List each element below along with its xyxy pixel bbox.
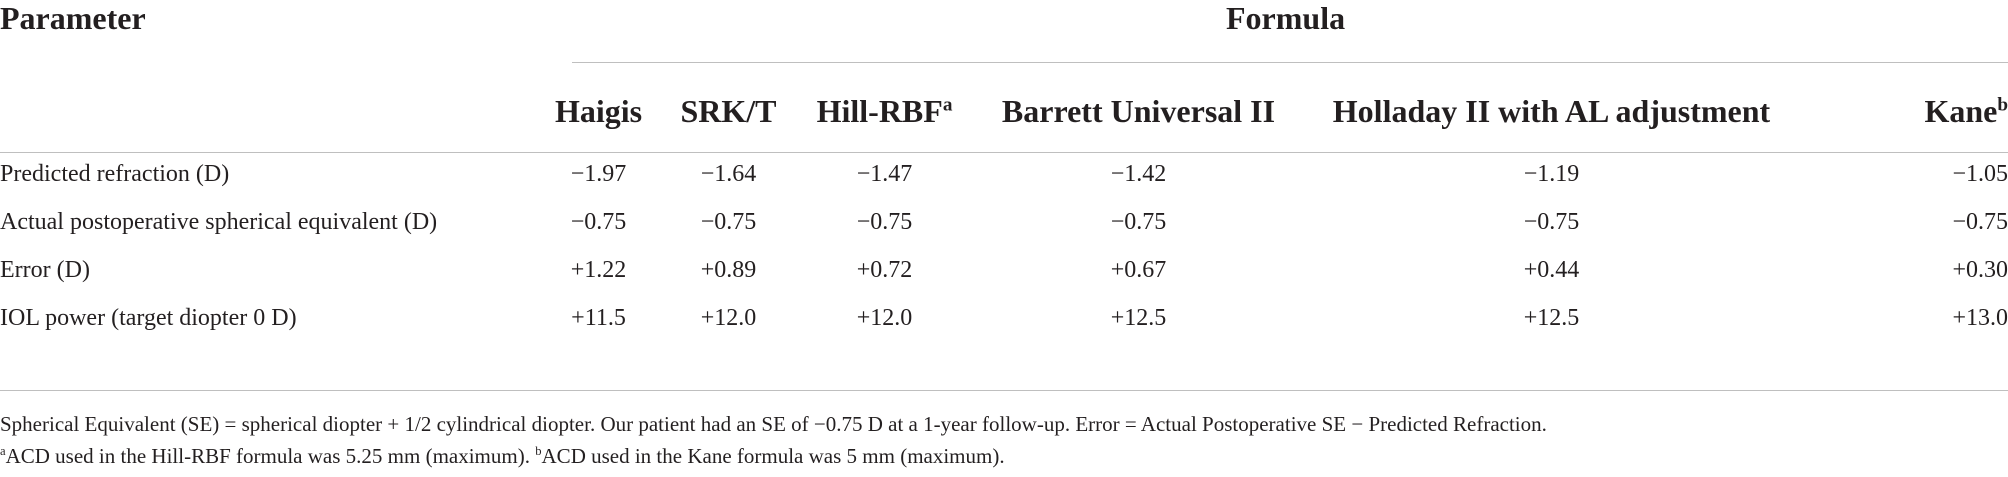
row-label: IOL power (target diopter 0 D) xyxy=(0,304,297,331)
footnote-a-marker: a xyxy=(0,444,6,458)
column-header-holladay-ii: Holladay II with AL adjustment xyxy=(1332,92,1771,129)
table-cell: +0.72 xyxy=(856,256,913,283)
table-cell: −0.75 xyxy=(570,208,627,235)
row-label: Actual postoperative spherical equivalen… xyxy=(0,208,438,235)
column-header-haigis: Haigis xyxy=(554,92,643,129)
table-row: Predicted refraction (D) −1.97 −1.64 −1.… xyxy=(0,150,2008,198)
table-cell: +0.44 xyxy=(1523,256,1580,283)
formula-comparison-table: Haigis SRK/T Hill-RBFa Barrett Universal… xyxy=(0,72,2008,342)
table-cell: +11.5 xyxy=(571,304,626,331)
table-cell: −0.75 xyxy=(1110,208,1167,235)
row-label: Predicted refraction (D) xyxy=(0,160,230,187)
footnote-main: Spherical Equivalent (SE) = spherical di… xyxy=(0,412,1547,436)
formula-header-rule xyxy=(572,62,2008,63)
table-cell: +13.0 xyxy=(1952,304,2008,331)
table-cell: +12.0 xyxy=(856,304,913,331)
column-header-row: Haigis SRK/T Hill-RBFa Barrett Universal… xyxy=(0,72,2008,150)
table-cell: −1.19 xyxy=(1523,160,1580,187)
table-bottom-rule xyxy=(0,390,2008,391)
footnote-a-text: ACD used in the Hill-RBF formula was 5.2… xyxy=(5,444,530,468)
table-row: Error (D) +1.22 +0.89 +0.72 +0.67 +0.44 … xyxy=(0,246,2008,294)
footnote-markers: aACD used in the Hill-RBF formula was 5.… xyxy=(0,440,2008,472)
row-label: Error (D) xyxy=(0,256,90,283)
table-footnotes: Spherical Equivalent (SE) = spherical di… xyxy=(0,408,2008,472)
table-cell: −1.47 xyxy=(856,160,913,187)
table-cell: −1.05 xyxy=(1952,160,2008,187)
header-bottom-rule xyxy=(0,152,2008,153)
column-header-barrett-universal-ii: Barrett Universal II xyxy=(1001,92,1276,129)
formula-header: Formula xyxy=(1226,0,1346,36)
table-cell: −0.75 xyxy=(856,208,913,235)
column-header-srkt: SRK/T xyxy=(680,92,777,129)
table-cell: +12.0 xyxy=(700,304,757,331)
table-cell: +12.5 xyxy=(1110,304,1167,331)
column-header-kane: Kaneb xyxy=(1924,92,2008,129)
table-cell: −0.75 xyxy=(1523,208,1580,235)
table-row: IOL power (target diopter 0 D) +11.5 +12… xyxy=(0,294,2008,342)
footnote-b-text: ACD used in the Kane formula was 5 mm (m… xyxy=(541,444,1005,468)
parameter-header: Parameter xyxy=(0,0,146,36)
table-cell: −1.97 xyxy=(570,160,627,187)
table-cell: +0.67 xyxy=(1110,256,1167,283)
footnote-b-marker: b xyxy=(535,444,542,458)
table-cell: +0.89 xyxy=(700,256,757,283)
table-cell: +12.5 xyxy=(1523,304,1580,331)
table-row: Actual postoperative spherical equivalen… xyxy=(0,198,2008,246)
table-cell: −1.64 xyxy=(700,160,757,187)
table-cell: +0.30 xyxy=(1952,256,2008,283)
column-header-hill-rbf: Hill-RBFa xyxy=(816,92,953,129)
column-header-parameter xyxy=(0,72,532,150)
table-cell: −1.42 xyxy=(1110,160,1167,187)
table-cell: +1.22 xyxy=(570,256,627,283)
table-cell: −0.75 xyxy=(1952,208,2008,235)
table-cell: −0.75 xyxy=(700,208,757,235)
